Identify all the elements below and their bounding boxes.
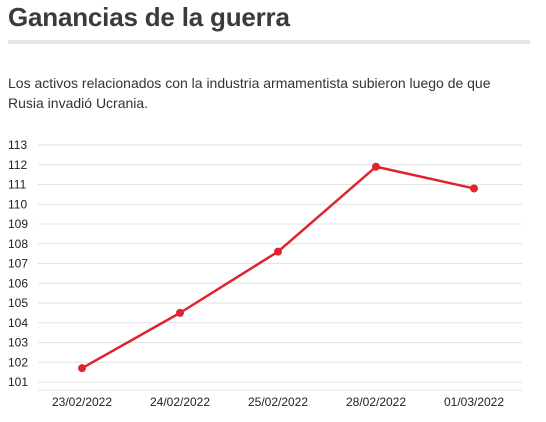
y-axis-ticks: 101 102 103 104 105 106 107 108 109 110 111 112 113 <box>8 138 28 389</box>
chart-subtitle: Los activos relacionados con la industri… <box>8 75 491 111</box>
data-point[interactable] <box>274 247 282 256</box>
y-tick-label: 102 <box>8 355 28 369</box>
y-tick-label: 111 <box>8 178 27 192</box>
y-tick-label: 104 <box>8 316 28 330</box>
chart-title: Ganancias de la guerra <box>8 2 290 32</box>
series-layer <box>78 162 478 373</box>
y-tick-label: 112 <box>8 158 27 172</box>
y-tick-label: 109 <box>8 217 28 231</box>
data-point[interactable] <box>176 308 184 317</box>
y-tick-label: 107 <box>8 257 28 271</box>
data-point[interactable] <box>372 162 380 171</box>
x-tick-label: 23/02/2022 <box>52 395 112 409</box>
y-tick-label: 108 <box>8 237 28 251</box>
title-divider <box>8 40 530 44</box>
y-tick-label: 106 <box>8 276 28 290</box>
y-tick-label: 113 <box>8 138 27 152</box>
data-point[interactable] <box>470 184 478 193</box>
series-line <box>81 165 475 370</box>
grid-lines <box>38 144 522 391</box>
data-point[interactable] <box>78 364 86 373</box>
y-tick-label: 101 <box>8 375 28 389</box>
x-tick-label: 01/03/2022 <box>444 395 504 409</box>
x-axis-ticks: 23/02/2022 24/02/2022 25/02/2022 28/02/2022… <box>52 395 504 409</box>
y-tick-label: 110 <box>8 197 27 211</box>
y-tick-label: 103 <box>8 336 28 350</box>
y-tick-label: 105 <box>8 296 28 310</box>
x-tick-label: 25/02/2022 <box>248 395 308 409</box>
x-tick-label: 28/02/2022 <box>346 395 406 409</box>
x-tick-label: 24/02/2022 <box>150 395 210 409</box>
